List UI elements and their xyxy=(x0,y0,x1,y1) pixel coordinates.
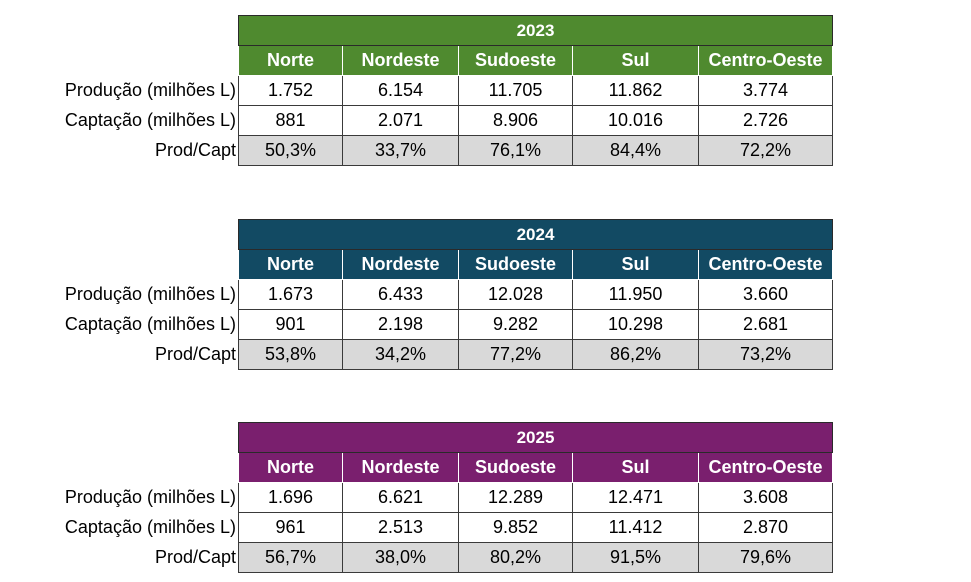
cell: 34,2% xyxy=(342,339,459,370)
cell: 3.774 xyxy=(698,75,833,106)
cell: 11.705 xyxy=(458,75,573,106)
cell: 881 xyxy=(238,105,343,136)
cell: 961 xyxy=(238,512,343,543)
cell: 79,6% xyxy=(698,542,833,573)
table-2025: 2025 Norte Nordeste Sudoeste Sul Centro-… xyxy=(0,422,833,573)
column-header-norte: Norte xyxy=(238,45,343,76)
year-header: 2025 xyxy=(238,422,833,453)
column-header-nordeste: Nordeste xyxy=(342,45,459,76)
cell: 72,2% xyxy=(698,135,833,166)
cell: 6.154 xyxy=(342,75,459,106)
cell: 73,2% xyxy=(698,339,833,370)
table-2023: 2023 Norte Nordeste Sudoeste Sul Centro-… xyxy=(0,15,833,166)
cell: 3.660 xyxy=(698,279,833,310)
cell: 1.752 xyxy=(238,75,343,106)
cell: 2.198 xyxy=(342,309,459,340)
cell: 1.696 xyxy=(238,482,343,513)
cell: 84,4% xyxy=(572,135,699,166)
table-row: Captação (milhões L) 901 2.198 9.282 10.… xyxy=(0,309,833,340)
table-row: Prod/Capt 53,8% 34,2% 77,2% 86,2% 73,2% xyxy=(0,339,833,370)
row-label-producao: Produção (milhões L) xyxy=(64,284,236,304)
column-header-sudoeste: Sudoeste xyxy=(458,249,573,280)
cell: 12.028 xyxy=(458,279,573,310)
cell: 33,7% xyxy=(342,135,459,166)
cell: 2.681 xyxy=(698,309,833,340)
cell: 53,8% xyxy=(238,339,343,370)
cell: 10.016 xyxy=(572,105,699,136)
cell: 11.950 xyxy=(572,279,699,310)
cell: 12.289 xyxy=(458,482,573,513)
cell: 12.471 xyxy=(572,482,699,513)
column-header-nordeste: Nordeste xyxy=(342,249,459,280)
cell: 3.608 xyxy=(698,482,833,513)
cell: 76,1% xyxy=(458,135,573,166)
column-header-sul: Sul xyxy=(572,249,699,280)
column-header-centro-oeste: Centro-Oeste xyxy=(698,452,833,483)
cell: 80,2% xyxy=(458,542,573,573)
cell: 2.513 xyxy=(342,512,459,543)
column-header-nordeste: Nordeste xyxy=(342,452,459,483)
cell: 901 xyxy=(238,309,343,340)
cell: 6.621 xyxy=(342,482,459,513)
table-2024: 2024 Norte Nordeste Sudoeste Sul Centro-… xyxy=(0,219,833,370)
cell: 11.862 xyxy=(572,75,699,106)
cell: 56,7% xyxy=(238,542,343,573)
cell: 2.870 xyxy=(698,512,833,543)
row-label-captacao: Captação (milhões L) xyxy=(64,517,236,537)
table-row: Produção (milhões L) 1.673 6.433 12.028 … xyxy=(0,279,833,310)
row-label-producao: Produção (milhões L) xyxy=(64,487,236,507)
cell: 86,2% xyxy=(572,339,699,370)
cell: 8.906 xyxy=(458,105,573,136)
column-header-sul: Sul xyxy=(572,45,699,76)
year-header: 2024 xyxy=(238,219,833,250)
cell: 77,2% xyxy=(458,339,573,370)
cell: 9.852 xyxy=(458,512,573,543)
cell: 10.298 xyxy=(572,309,699,340)
cell: 38,0% xyxy=(342,542,459,573)
cell: 2.071 xyxy=(342,105,459,136)
cell: 6.433 xyxy=(342,279,459,310)
cell: 2.726 xyxy=(698,105,833,136)
column-header-centro-oeste: Centro-Oeste xyxy=(698,249,833,280)
cell: 1.673 xyxy=(238,279,343,310)
cell: 11.412 xyxy=(572,512,699,543)
table-row: Captação (milhões L) 961 2.513 9.852 11.… xyxy=(0,512,833,543)
row-label-captacao: Captação (milhões L) xyxy=(64,314,236,334)
table-row: Produção (milhões L) 1.752 6.154 11.705 … xyxy=(0,75,833,106)
table-row: Prod/Capt 50,3% 33,7% 76,1% 84,4% 72,2% xyxy=(0,135,833,166)
column-header-sudoeste: Sudoeste xyxy=(458,452,573,483)
column-header-sudoeste: Sudoeste xyxy=(458,45,573,76)
row-label-producao: Produção (milhões L) xyxy=(64,80,236,100)
cell: 9.282 xyxy=(458,309,573,340)
row-label-ratio: Prod/Capt xyxy=(154,140,236,160)
column-header-norte: Norte xyxy=(238,452,343,483)
row-label-ratio: Prod/Capt xyxy=(154,547,236,567)
table-row: Produção (milhões L) 1.696 6.621 12.289 … xyxy=(0,482,833,513)
table-row: Captação (milhões L) 881 2.071 8.906 10.… xyxy=(0,105,833,136)
column-header-sul: Sul xyxy=(572,452,699,483)
column-header-norte: Norte xyxy=(238,249,343,280)
cell: 91,5% xyxy=(572,542,699,573)
year-header: 2023 xyxy=(238,15,833,46)
column-header-centro-oeste: Centro-Oeste xyxy=(698,45,833,76)
row-label-ratio: Prod/Capt xyxy=(154,344,236,364)
cell: 50,3% xyxy=(238,135,343,166)
table-row: Prod/Capt 56,7% 38,0% 80,2% 91,5% 79,6% xyxy=(0,542,833,573)
row-label-captacao: Captação (milhões L) xyxy=(64,110,236,130)
